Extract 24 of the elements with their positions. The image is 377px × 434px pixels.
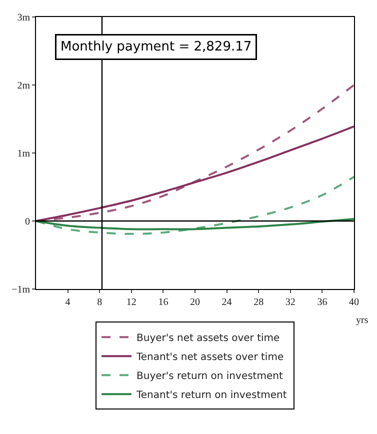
x-tick-label: 40 bbox=[349, 297, 359, 308]
x-tick-label: 32 bbox=[285, 297, 296, 308]
legend-label: Tenant's net assets over time bbox=[136, 352, 284, 364]
y-tick-label: 2m bbox=[17, 80, 30, 92]
x-tick-label: 8 bbox=[97, 297, 102, 308]
y-tick-label: 0 bbox=[25, 216, 30, 228]
x-tick-label: 4 bbox=[65, 297, 70, 308]
annotation: Monthly payment = 2,829.17 bbox=[60, 40, 252, 54]
y-tick-label: −1m bbox=[12, 284, 30, 296]
x-tick-label: 28 bbox=[254, 297, 264, 308]
x-axis-title: yrs bbox=[356, 315, 368, 326]
x-tick-label: 16 bbox=[158, 297, 168, 308]
y-tick-label: 3m bbox=[17, 12, 30, 24]
x-tick-label: 20 bbox=[190, 297, 200, 308]
legend-label: Buyer's return on investment bbox=[136, 371, 283, 382]
y-tick-label: 1m bbox=[17, 148, 30, 160]
line-series bbox=[36, 176, 354, 235]
line-series bbox=[36, 218, 354, 230]
line-series bbox=[36, 125, 354, 222]
x-tick-label: 24 bbox=[222, 297, 232, 308]
legend-label: Buyer's net assets over time bbox=[136, 333, 280, 344]
x-tick-label: 36 bbox=[317, 297, 328, 308]
x-tick-label: 12 bbox=[126, 297, 136, 308]
legend-label: Tenant's return on investment bbox=[136, 390, 287, 402]
